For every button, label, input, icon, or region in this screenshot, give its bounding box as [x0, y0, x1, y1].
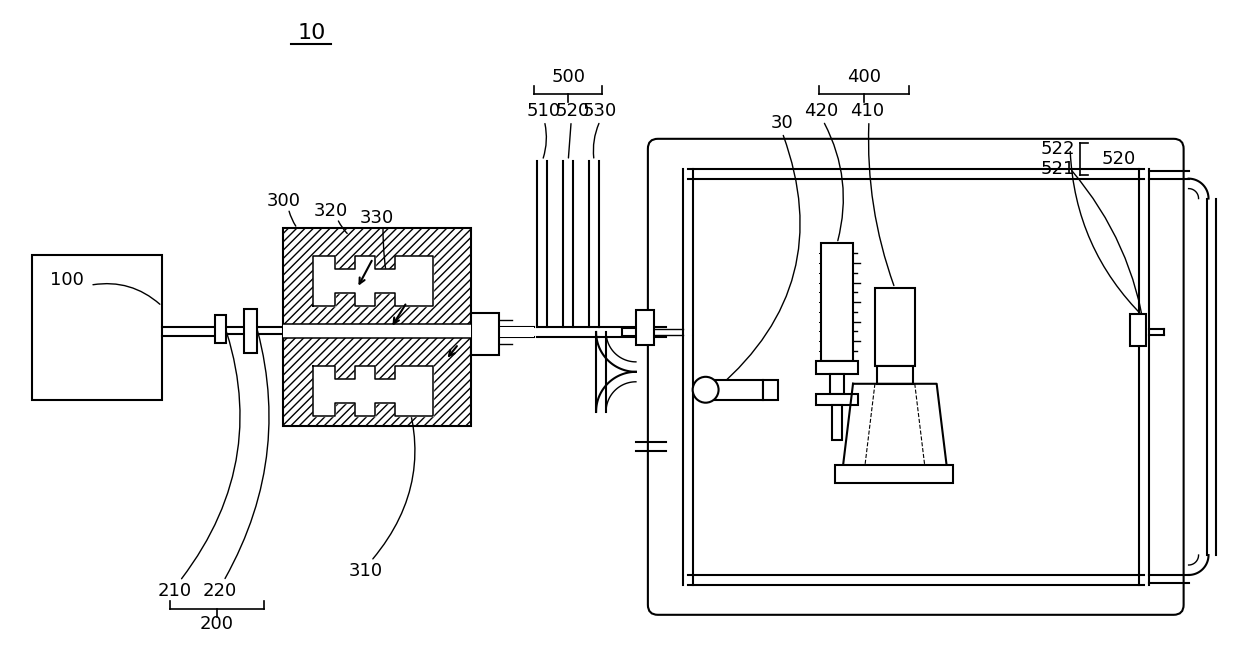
Bar [763, 380, 778, 400]
Text: 522: 522 [1041, 140, 1075, 158]
Text: 521: 521 [1041, 160, 1075, 177]
Bar [875, 288, 914, 366]
Bar [688, 575, 1144, 585]
Text: 520: 520 [555, 102, 590, 120]
Bar [284, 324, 471, 338]
Polygon shape [313, 366, 432, 416]
Text: 520: 520 [1101, 150, 1136, 167]
Text: 210: 210 [157, 582, 192, 600]
Circle shape [693, 377, 719, 402]
Text: 320: 320 [315, 201, 348, 220]
Polygon shape [313, 256, 432, 306]
Text: 420: 420 [804, 102, 839, 120]
Bar [244, 309, 256, 353]
Text: 500: 500 [551, 68, 585, 86]
Bar [683, 169, 693, 585]
Bar [830, 374, 844, 394]
Bar [817, 394, 857, 404]
Text: 220: 220 [202, 582, 237, 600]
Bar [214, 315, 225, 343]
Text: 100: 100 [51, 271, 84, 289]
Bar [706, 380, 763, 400]
Bar [817, 361, 857, 374]
Text: 30: 30 [771, 114, 794, 132]
Bar [1130, 314, 1146, 346]
Text: 330: 330 [359, 209, 394, 228]
Bar [833, 404, 843, 440]
Text: 310: 310 [349, 562, 383, 580]
Bar [835, 465, 953, 483]
Bar [821, 244, 852, 361]
Text: 510: 510 [527, 102, 560, 120]
Bar [564, 161, 574, 327]
Bar [284, 228, 471, 426]
Polygon shape [843, 384, 947, 465]
Bar [589, 161, 600, 327]
Text: 200: 200 [199, 615, 234, 633]
Bar [688, 169, 1144, 179]
Text: 400: 400 [847, 68, 881, 86]
Text: 530: 530 [584, 102, 617, 120]
Bar [471, 313, 498, 355]
Bar [498, 327, 534, 337]
Text: 10: 10 [297, 23, 326, 43]
Bar [877, 366, 913, 384]
Text: 410: 410 [850, 102, 883, 120]
Text: 300: 300 [266, 191, 300, 210]
Bar [636, 310, 654, 345]
Bar [538, 161, 548, 327]
FancyBboxPatch shape [648, 139, 1183, 615]
Bar [1139, 169, 1149, 585]
Bar [32, 256, 162, 400]
